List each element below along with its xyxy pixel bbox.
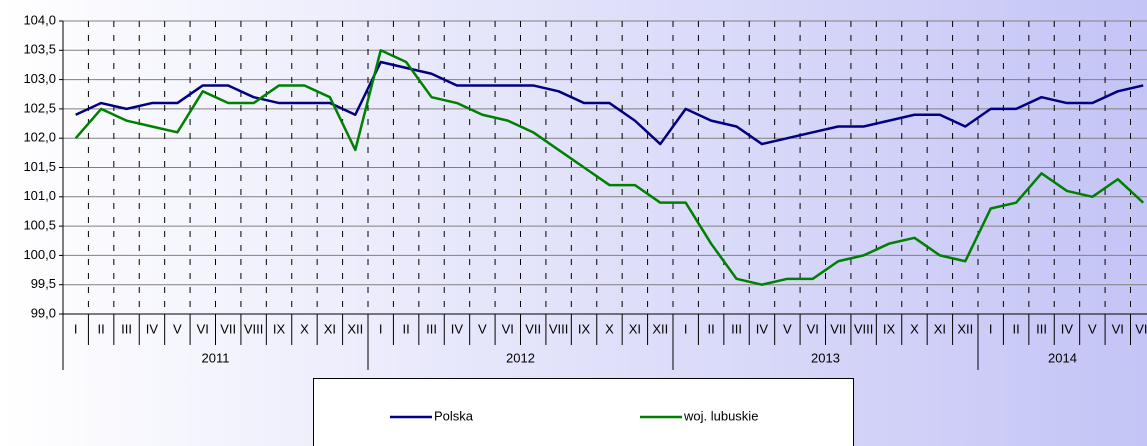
y-tick-label: 100,5 <box>23 218 56 233</box>
legend-box <box>313 378 854 446</box>
x-tick-label: VI <box>1112 321 1124 336</box>
x-tick-label: VIII <box>854 321 874 336</box>
x-tick-label: II <box>98 321 105 336</box>
x-tick-label: IV <box>146 321 159 336</box>
x-tick-label: IV <box>1061 321 1074 336</box>
x-tick-label: XI <box>629 321 641 336</box>
legend-label: Polska <box>434 408 474 423</box>
x-tick-label: IX <box>578 321 591 336</box>
y-tick-label: 101,0 <box>23 188 56 203</box>
y-tick-label: 99,5 <box>31 276 56 291</box>
legend-label: woj. lubuskie <box>683 408 758 423</box>
x-tick-label: IX <box>883 321 896 336</box>
y-tick-label: 100,0 <box>23 247 56 262</box>
x-tick-label: II <box>1013 321 1020 336</box>
x-tick-label: VI <box>197 321 209 336</box>
x-tick-label: I <box>74 321 78 336</box>
x-tick-label: XI <box>324 321 336 336</box>
year-label: 2014 <box>1048 350 1077 365</box>
year-label: 2013 <box>811 350 840 365</box>
x-tick-label: VI <box>502 321 514 336</box>
y-tick-label: 103,5 <box>23 42 56 57</box>
x-tick-label: XI <box>934 321 946 336</box>
x-tick-label: III <box>121 321 132 336</box>
series-line <box>75 60 1144 146</box>
x-tick-label: III <box>426 321 437 336</box>
x-tick-label: I <box>989 321 993 336</box>
x-tick-label: VIII <box>244 321 264 336</box>
x-tick-label: IV <box>451 321 464 336</box>
x-tick-label: XII <box>347 321 363 336</box>
series-line <box>74 49 1145 286</box>
x-tick-label: III <box>731 321 742 336</box>
y-tick-label: 103,0 <box>23 71 56 86</box>
y-tick-label: 102,5 <box>23 100 56 115</box>
x-tick-label: III <box>1036 321 1047 336</box>
x-tick-label: X <box>910 321 919 336</box>
x-tick-label: V <box>1088 321 1097 336</box>
x-tick-label: V <box>478 321 487 336</box>
x-tick-label: XII <box>957 321 973 336</box>
x-tick-label: VII <box>1135 321 1147 336</box>
x-tick-label: II <box>403 321 410 336</box>
x-tick-label: IV <box>756 321 769 336</box>
x-tick-label: VI <box>807 321 819 336</box>
year-label: 2012 <box>506 350 535 365</box>
x-tick-label: VIII <box>549 321 569 336</box>
x-tick-label: V <box>783 321 792 336</box>
x-tick-label: VII <box>830 321 846 336</box>
x-tick-label: X <box>605 321 614 336</box>
year-label: 2011 <box>202 350 230 365</box>
x-tick-label: I <box>379 321 383 336</box>
y-tick-label: 101,5 <box>23 159 56 174</box>
y-tick-label: 102,0 <box>23 130 56 145</box>
x-tick-label: V <box>173 321 182 336</box>
x-tick-label: VII <box>525 321 541 336</box>
x-tick-label: I <box>684 321 688 336</box>
x-tick-label: VII <box>220 321 236 336</box>
x-tick-label: IX <box>273 321 286 336</box>
x-tick-label: II <box>708 321 715 336</box>
x-tick-label: X <box>300 321 309 336</box>
x-tick-label: XII <box>652 321 668 336</box>
y-tick-label: 104,0 <box>23 12 56 27</box>
y-tick-label: 99,0 <box>31 305 56 320</box>
